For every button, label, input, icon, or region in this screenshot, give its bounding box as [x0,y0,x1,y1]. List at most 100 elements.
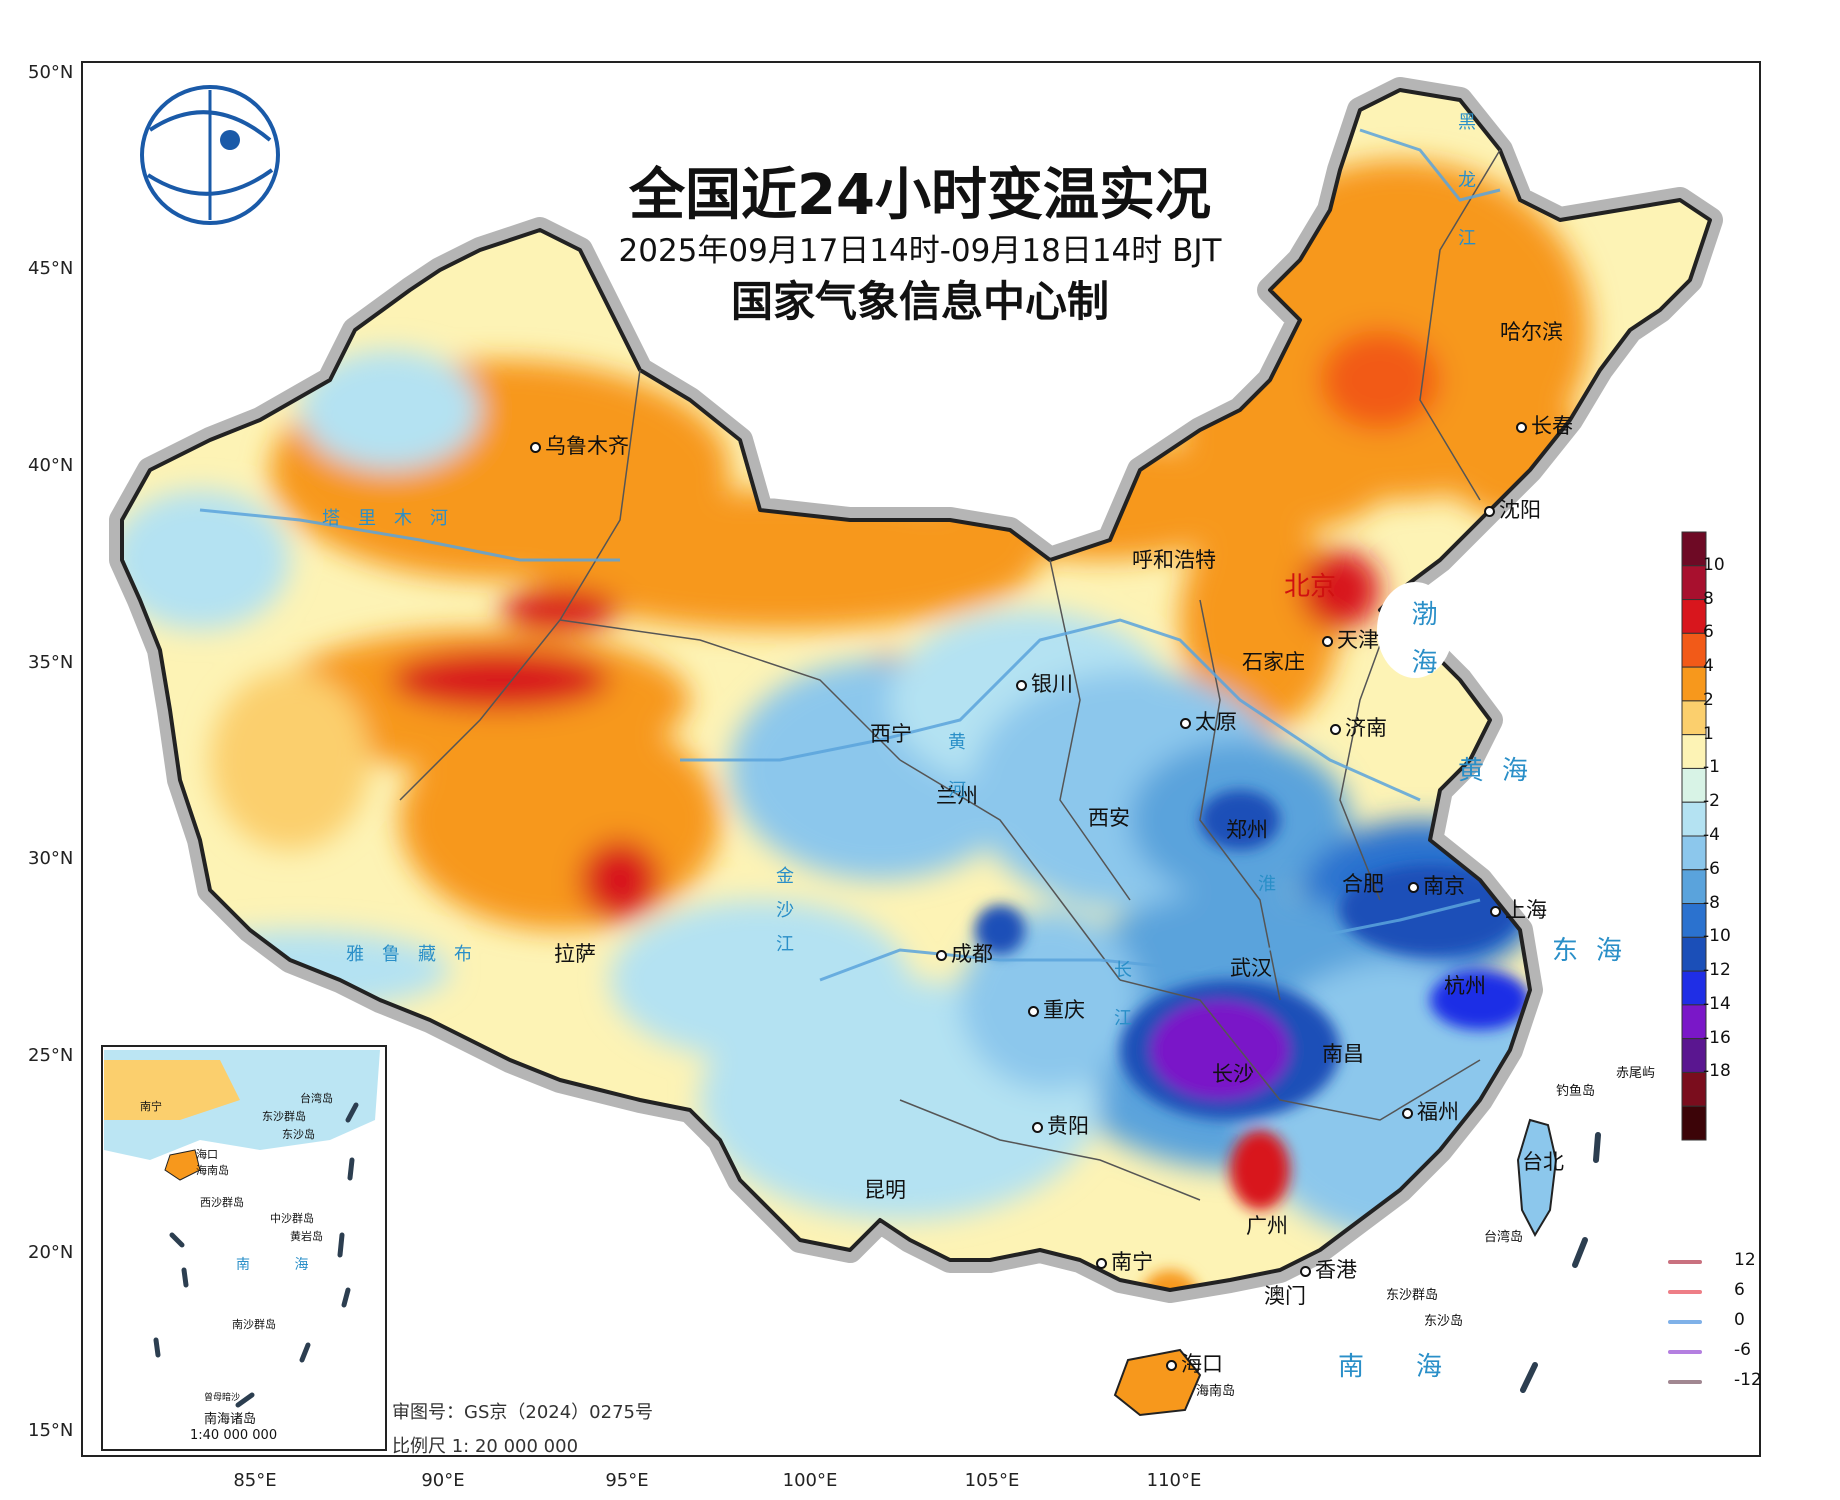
label-diaoyu: 钓鱼岛 [1556,1084,1596,1099]
colorbar-tick-label: -16 [1703,1027,1731,1048]
map-title: 全国近24小时变温实况 [629,163,1211,228]
isoline-swatch [1668,1380,1702,1384]
inset-title: 南海诸岛 [204,1412,257,1427]
city-guiyang: 贵阳 [1032,1110,1089,1140]
sea-yellow: 黄海 [1458,756,1547,786]
isoline-label: 12 [1734,1250,1756,1270]
city-changsha: 长沙 [1212,1062,1254,1086]
inset-nansha: 南沙群岛 [232,1318,276,1331]
city-hangzhou: 杭州 [1444,974,1486,998]
isoline-swatch [1668,1290,1702,1294]
colorbar-tick-label: 2 [1703,689,1714,710]
map-scale: 比例尺 1: 20 000 000 [392,1436,579,1457]
colorbar-swatch [1681,1004,1707,1040]
isoline-swatch [1668,1260,1702,1264]
colorbar-swatch [1681,1071,1707,1107]
inset-xisha: 西沙群岛 [200,1196,244,1209]
colorbar-tick-label: 6 [1703,622,1714,643]
city-changchun: 长春 [1516,410,1573,440]
city-chengdu: 成都 [936,938,993,968]
inset-taiwan: 台湾岛 [300,1092,333,1105]
city-shanghai: 上海 [1490,894,1547,924]
lat-label-45: 45°N [28,258,74,279]
label-dongsha-dao: 东沙岛 [1424,1314,1464,1329]
inset-zengmu: 曾母暗沙 [204,1393,241,1403]
dash-line-segments [1520,1132,1601,1393]
inset-haikou: 海口 [196,1148,218,1161]
label-dongsha-qundao: 东沙群岛 [1386,1288,1439,1303]
colorbar-tick-label: -2 [1703,791,1720,812]
label-taiwan-island: 台湾岛 [1484,1230,1524,1245]
inset-scale: 1:40 000 000 [190,1428,278,1443]
isoline-swatch [1668,1350,1702,1354]
colorbar-swatch [1681,936,1707,972]
lat-label-15: 15°N [28,1420,74,1441]
colorbar-tick-label: -4 [1703,825,1720,845]
lat-label-25: 25°N [28,1045,74,1066]
isoline-label: 6 [1734,1280,1745,1300]
city-lanzhou: 兰州 [936,784,978,808]
city-hohhot: 呼和浩特 [1132,548,1216,572]
isoline-label: 0 [1734,1310,1745,1330]
city-guangzhou: 广州 [1246,1214,1288,1238]
colorbar-swatch [1681,666,1707,702]
map-subtitle: 2025年09月17日14时-09月18日14时 BJT [618,233,1222,269]
city-tianjin: 天津 [1322,624,1379,654]
river-tarim: 塔里木河 [322,508,466,529]
lon-label-95: 95°E [605,1470,649,1491]
sea-east: 东海 [1552,936,1641,966]
colorbar-tick-label: -18 [1703,1061,1731,1082]
colorbar-swatch [1681,599,1707,634]
city-yinchuan: 银川 [1016,668,1073,698]
river-jinsha: 金沙江 [773,866,794,968]
inset-huangyan: 黄岩岛 [290,1230,323,1243]
city-taiyuan: 太原 [1180,706,1237,736]
city-wuhan: 武汉 [1230,956,1272,980]
colorbar [1681,531,1707,1141]
colorbar-swatch [1681,1105,1707,1141]
inset-zhongsha: 中沙群岛 [270,1212,314,1225]
colorbar-swatch [1681,970,1707,1006]
city-hongkong: 香港 [1300,1254,1357,1284]
lat-label-20: 20°N [28,1242,74,1263]
city-nanjing: 南京 [1408,870,1465,900]
colorbar-tick-label: 8 [1703,588,1714,609]
colorbar-tick-label: -8 [1703,892,1720,913]
city-nanchang: 南昌 [1322,1042,1364,1066]
city-beijing: 北京 [1284,572,1337,602]
colorbar-tick-label: 10 [1703,554,1725,575]
inset-dongsha: 东沙群岛 [262,1110,306,1123]
city-haikou: 海口 [1166,1348,1223,1378]
sea-south: 南海 [1338,1352,1495,1382]
city-macau: 澳门 [1264,1284,1306,1308]
river-yalu: 雅鲁藏布 [346,944,490,965]
colorbar-tick-label: -10 [1703,926,1731,947]
inset-south-sea: 南 海 [236,1257,329,1273]
isoline-label: -6 [1734,1340,1751,1360]
city-harbin: 哈尔滨 [1500,320,1563,344]
label-chiwei: 赤尾屿 [1616,1066,1656,1081]
city-urumqi: 乌鲁木齐 [530,430,629,460]
city-xining: 西宁 [870,722,912,746]
map-producer: 国家气象信息中心制 [730,277,1109,326]
colorbar-swatch [1681,734,1707,769]
city-nanning: 南宁 [1096,1246,1153,1276]
city-xian: 西安 [1088,806,1130,830]
city-jinan: 济南 [1330,712,1387,742]
colorbar-swatch [1681,903,1707,938]
city-chongqing: 重庆 [1028,994,1085,1024]
cma-logo [140,85,280,225]
colorbar-tick-label: -6 [1703,858,1720,879]
approval-number: 审图号：GS京（2024）0275号 [392,1402,653,1423]
city-kunming: 昆明 [864,1178,906,1202]
taiwan-island [1516,1118,1558,1238]
city-lhasa: 拉萨 [554,942,596,966]
colorbar-tick-label: -1 [1703,757,1720,778]
river-huai: 淮 [1258,874,1276,895]
colorbar-tick-label: 1 [1703,723,1714,744]
isoline-swatch [1668,1320,1702,1324]
colorbar-tick-label: -12 [1703,960,1731,981]
colorbar-tick-label: -14 [1703,993,1731,1014]
city-hefei: 合肥 [1342,872,1384,896]
